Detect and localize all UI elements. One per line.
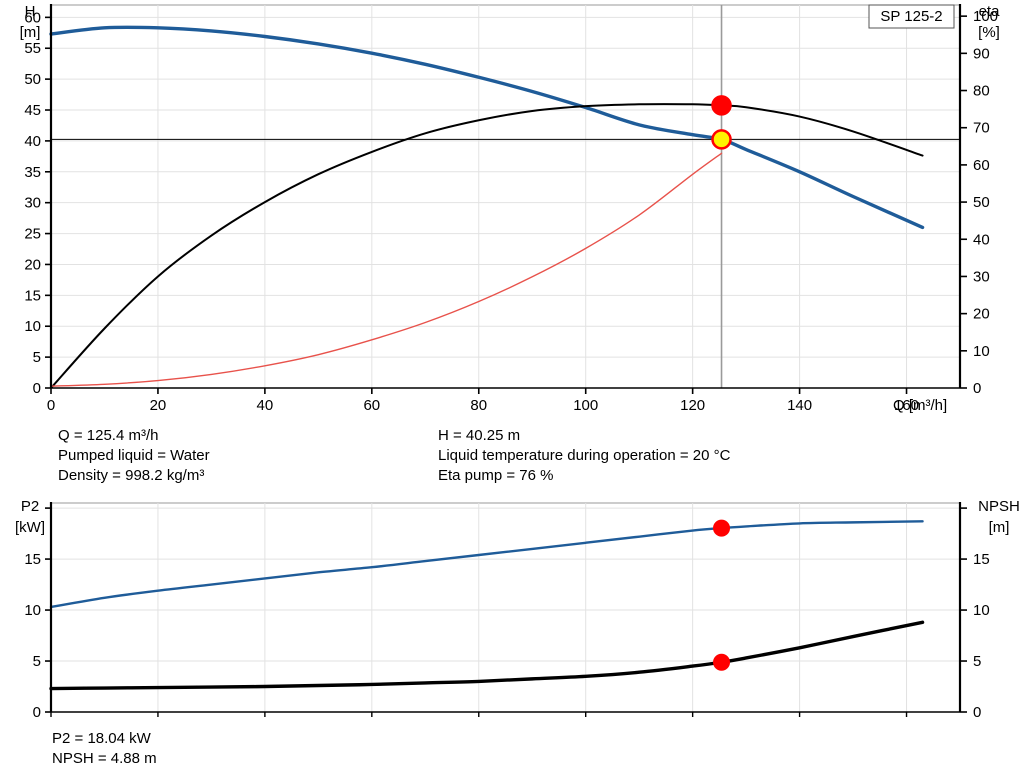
x-tick-label: 0 [47, 397, 55, 414]
curve-npsh-curve-bottom [49, 620, 925, 691]
x-tick-label: 160 [894, 397, 919, 414]
y-axis-right-title: eta [979, 3, 1001, 20]
duty-info-bottom: P2 = 18.04 kW NPSH = 4.88 m [52, 729, 157, 769]
y-tick-label-left: 15 [24, 287, 41, 304]
curve-eta-efficiency-curve [50, 103, 924, 389]
y-tick-label-left: 5 [33, 349, 41, 366]
x-tick-label: 20 [150, 397, 167, 414]
x-tick-label: 60 [363, 397, 380, 414]
x-tick-label: 40 [257, 397, 274, 414]
curve-p2-power-curve [49, 520, 924, 609]
info-density: Density = 998.2 kg/m³ [58, 467, 205, 484]
y-tick-label-left: 60 [24, 9, 41, 26]
power-npsh-chart: 0 5 10 15 0 5 10 15 P2 [kW] NPSH [m] [0, 493, 1024, 725]
y-tick-label-right: 10 [973, 602, 990, 619]
x-tick-label: 140 [787, 397, 812, 414]
y-axis-left-title: P2 [21, 498, 39, 515]
info-npsh: NPSH = 4.88 m [52, 750, 157, 767]
y-tick-label-left: 40 [24, 133, 41, 150]
x-tick-label: 120 [680, 397, 705, 414]
y-tick-label-right: 100 [973, 8, 998, 25]
y-tick-label-left: 20 [24, 256, 41, 273]
y-tick-label-right: 80 [973, 83, 990, 100]
y-axis-left-unit: [kW] [15, 519, 45, 536]
info-eta-pump: Eta pump = 76 % [438, 467, 554, 484]
info-head: H = 40.25 m [438, 427, 521, 444]
y-tick-label-right: 30 [973, 268, 990, 285]
y-tick-label-left: 50 [24, 71, 41, 88]
duty-point-head[interactable] [711, 129, 732, 150]
y-tick-label-right: 10 [973, 343, 990, 360]
y-tick-label-right: 0 [973, 704, 981, 721]
y-tick-label-right: 5 [973, 653, 981, 670]
pump-model-label: SP 125-2 [880, 8, 942, 25]
info-pumped-liquid: Pumped liquid = Water [58, 447, 210, 464]
curve-npsh-curve-top [50, 152, 723, 387]
duty-info-left: Q = 125.4 m³/h Pumped liquid = Water Den… [58, 426, 210, 486]
y-tick-label-left: 25 [24, 226, 41, 243]
x-tick-label: 100 [573, 397, 598, 414]
curve-h-head-curve [49, 25, 925, 230]
y-tick-label-right: 90 [973, 45, 990, 62]
y-tick-label-left: 45 [24, 102, 41, 119]
y-tick-label-right: 15 [973, 551, 990, 568]
x-axis-title: Q [m³/h] [893, 397, 947, 414]
y-tick-label-left: 15 [24, 551, 41, 568]
y-tick-label-right: 0 [973, 380, 981, 397]
duty-point-power[interactable] [713, 519, 731, 537]
y-axis-right-unit: [m] [989, 519, 1010, 536]
y-tick-label-right: 50 [973, 194, 990, 211]
y-axis-right-title: NPSH [978, 498, 1020, 515]
y-tick-label-left: 5 [33, 653, 41, 670]
bottom-chart-group: 0 5 10 15 0 5 10 15 P2 [kW] NPSH [m] [15, 498, 1020, 721]
duty-point-npsh[interactable] [713, 653, 731, 671]
y-tick-label-left: 30 [24, 195, 41, 212]
y-tick-label-right: 20 [973, 306, 990, 323]
info-flow: Q = 125.4 m³/h [58, 427, 159, 444]
y-tick-label-left: 0 [33, 704, 41, 721]
y-axis-left-title: H [25, 3, 36, 20]
pump-model-box [868, 4, 955, 29]
y-tick-label-left: 10 [24, 318, 41, 335]
y-axis-right-unit: [%] [978, 24, 1000, 41]
y-tick-label-left: 10 [24, 602, 41, 619]
duty-info-right: H = 40.25 m Liquid temperature during op… [438, 426, 730, 486]
info-liquid-temperature: Liquid temperature during operation = 20… [438, 447, 731, 464]
y-tick-label-left: 55 [24, 40, 41, 57]
duty-point-efficiency[interactable] [711, 95, 732, 116]
x-tick-label: 80 [470, 397, 487, 414]
head-efficiency-chart: 0 5 10 15 20 25 30 35 40 45 50 55 60 0 10 20 30 40 50 60 70 8… [20, 3, 1001, 414]
y-tick-label-right: 70 [973, 120, 990, 137]
top-chart-group: 0 5 10 15 20 25 30 35 40 45 50 55 60 0 10 20 30 40 50 60 70 8… [20, 3, 1001, 414]
y-tick-label-left: 35 [24, 164, 41, 181]
y-axis-left-unit: [m] [20, 24, 41, 41]
y-tick-label-right: 60 [973, 157, 990, 174]
y-tick-label-left: 0 [33, 380, 41, 397]
y-tick-label-right: 40 [973, 231, 990, 248]
info-power: P2 = 18.04 kW [52, 730, 151, 747]
